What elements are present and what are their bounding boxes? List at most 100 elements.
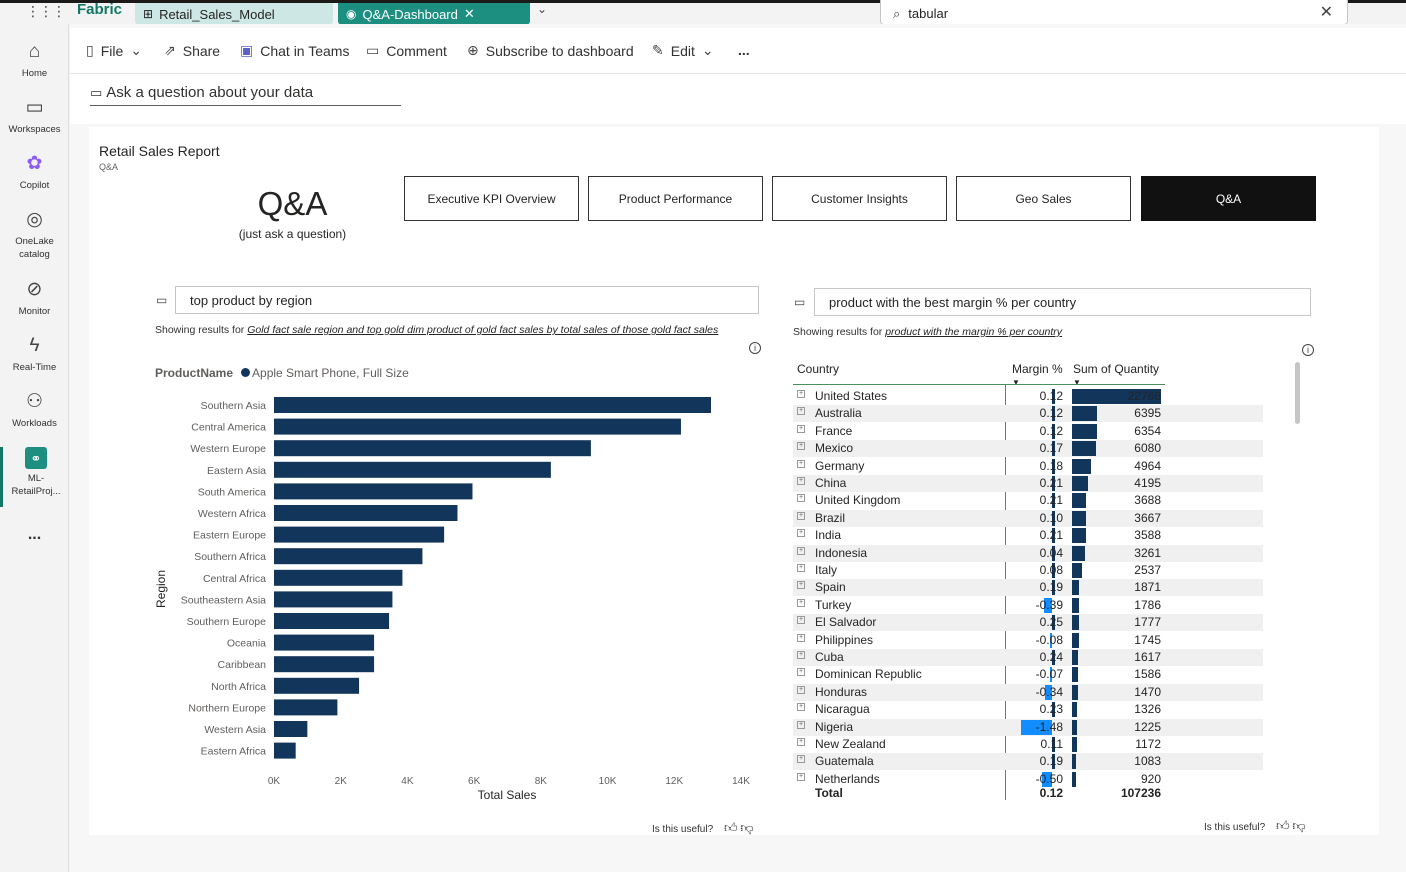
- nav-button-customer-insights[interactable]: Customer Insights: [772, 176, 947, 221]
- expand-icon[interactable]: +: [797, 598, 805, 607]
- expand-icon[interactable]: +: [797, 390, 805, 398]
- expand-icon[interactable]: +: [797, 581, 805, 590]
- bar[interactable]: [274, 677, 360, 694]
- table-row[interactable]: + China 0.21 4195: [793, 475, 1263, 492]
- bar[interactable]: [274, 591, 393, 608]
- nav-home[interactable]: ⌂ Home: [0, 40, 69, 80]
- table-row[interactable]: + Honduras -0.34 1470: [793, 683, 1263, 701]
- share-button[interactable]: ⇗ Share: [164, 42, 220, 59]
- info-icon[interactable]: i: [749, 342, 761, 354]
- thumbs-up-icon[interactable]: 👍︎: [1275, 818, 1290, 833]
- table-row[interactable]: + Indonesia 0.04 3261: [793, 544, 1263, 562]
- expand-icon[interactable]: +: [797, 477, 805, 485]
- expand-icon[interactable]: +: [797, 668, 805, 677]
- expand-icon[interactable]: +: [797, 424, 805, 433]
- table-row[interactable]: + New Zealand 0.11 1172: [793, 736, 1263, 753]
- ask-question-input[interactable]: ▭ Ask a question about your data: [90, 84, 401, 106]
- table-row[interactable]: + Spain 0.19 1871: [793, 579, 1263, 597]
- expand-icon[interactable]: +: [797, 685, 805, 694]
- file-menu[interactable]: ▯ File ⌄: [86, 42, 142, 59]
- bar[interactable]: [274, 483, 473, 500]
- nav-workloads[interactable]: ⚇ Workloads: [0, 390, 69, 430]
- comment-button[interactable]: ▭ Comment: [366, 42, 447, 59]
- table-row[interactable]: + France 0.12 6354: [793, 423, 1263, 440]
- chat-in-teams-button[interactable]: ▣ Chat in Teams: [240, 42, 349, 59]
- tab-retail-sales-model[interactable]: ⊞ Retail_Sales_Model: [135, 3, 333, 25]
- table-row[interactable]: + United States 0.12 22766: [793, 388, 1263, 405]
- more-options-button[interactable]: ...: [738, 42, 750, 58]
- expand-icon[interactable]: +: [797, 459, 805, 468]
- nav-button-qa[interactable]: Q&A: [1141, 176, 1316, 221]
- bar[interactable]: [274, 634, 375, 651]
- nav-ml-project[interactable]: ⚭ ML-RetailProj...: [0, 447, 69, 507]
- bar[interactable]: [274, 656, 375, 673]
- header-quantity[interactable]: Sum of Quantity: [1073, 362, 1160, 376]
- thumbs-down-icon[interactable]: 👎︎: [1292, 818, 1306, 833]
- table-row[interactable]: + Mexico 0.17 6080: [793, 440, 1263, 458]
- table-row[interactable]: + Brazil 0.10 3667: [793, 509, 1263, 527]
- app-launcher-icon[interactable]: ⋮⋮⋮: [26, 3, 66, 19]
- table-row[interactable]: + United Kingdom 0.21 3688: [793, 492, 1263, 509]
- expand-icon[interactable]: +: [797, 738, 805, 746]
- expand-icon[interactable]: +: [797, 772, 805, 781]
- table-row[interactable]: + Nigeria -1.48 1225: [793, 718, 1263, 736]
- bar[interactable]: [274, 569, 403, 586]
- tab-qa-dashboard[interactable]: ◉ Q&A-Dashboard ✕: [338, 3, 530, 25]
- header-country[interactable]: Country: [797, 362, 840, 376]
- expand-icon[interactable]: +: [797, 755, 805, 764]
- expand-icon[interactable]: +: [797, 616, 805, 625]
- bar[interactable]: [274, 548, 423, 565]
- bar[interactable]: [274, 742, 296, 759]
- left-question-input[interactable]: top product by region: [175, 286, 759, 314]
- more-icon[interactable]: ...: [27, 526, 42, 543]
- expand-icon[interactable]: +: [797, 633, 805, 642]
- nav-onelake[interactable]: ◎ OneLake catalog: [0, 208, 69, 261]
- left-showing-link[interactable]: Gold fact sale region and top gold dim p…: [247, 324, 719, 336]
- nav-realtime[interactable]: ϟ Real-Time: [0, 334, 69, 374]
- header-margin[interactable]: Margin %: [1012, 362, 1063, 376]
- table-row[interactable]: + Italy 0.08 2537: [793, 562, 1263, 579]
- expand-icon[interactable]: +: [797, 546, 805, 555]
- chevron-down-icon[interactable]: ⌄: [537, 2, 548, 16]
- bar[interactable]: [274, 440, 591, 457]
- edit-menu[interactable]: ✎ Edit ⌄: [652, 42, 714, 59]
- table-row[interactable]: + Netherlands -0.50 920: [793, 771, 1263, 788]
- expand-icon[interactable]: +: [797, 511, 805, 520]
- nav-copilot[interactable]: ✿ Copilot: [0, 152, 69, 192]
- search-input[interactable]: ⌕ tabular ✕: [880, 0, 1348, 25]
- bar[interactable]: [274, 526, 445, 543]
- bar[interactable]: [274, 699, 338, 716]
- bar[interactable]: [274, 721, 308, 737]
- table-scrollbar[interactable]: [1295, 362, 1300, 424]
- table-row[interactable]: + India 0.21 3588: [793, 527, 1263, 544]
- bar[interactable]: [274, 505, 458, 521]
- nav-button-geo-sales[interactable]: Geo Sales: [956, 176, 1131, 221]
- table-row[interactable]: + Germany 0.18 4964: [793, 458, 1263, 475]
- expand-icon[interactable]: +: [797, 407, 805, 416]
- expand-icon[interactable]: +: [797, 494, 805, 503]
- brand-name[interactable]: Fabric: [77, 1, 123, 18]
- nav-button-product-performance[interactable]: Product Performance: [588, 176, 763, 221]
- nav-monitor[interactable]: ⊘ Monitor: [0, 278, 69, 318]
- expand-icon[interactable]: +: [797, 529, 805, 538]
- table-row[interactable]: + Dominican Republic -0.07 1586: [793, 666, 1263, 683]
- table-row[interactable]: + Turkey -0.39 1786: [793, 597, 1263, 614]
- bar[interactable]: [274, 461, 551, 478]
- expand-icon[interactable]: +: [797, 651, 805, 659]
- table-row[interactable]: + Australia 0.12 6395: [793, 405, 1263, 423]
- expand-icon[interactable]: +: [797, 703, 805, 712]
- table-row[interactable]: + El Salvador 0.25 1777: [793, 614, 1263, 632]
- info-icon[interactable]: i: [1302, 344, 1314, 356]
- nav-workspaces[interactable]: ▭ Workspaces: [0, 96, 69, 136]
- table-row[interactable]: + Nicaragua 0.23 1326: [793, 701, 1263, 718]
- table-row[interactable]: + Guatemala 0.19 1083: [793, 753, 1263, 771]
- expand-icon[interactable]: +: [797, 564, 805, 572]
- bar[interactable]: [274, 613, 390, 629]
- subscribe-button[interactable]: ⊕ Subscribe to dashboard: [467, 42, 634, 59]
- right-question-input[interactable]: product with the best margin % per count…: [814, 288, 1311, 316]
- bar[interactable]: [274, 418, 681, 435]
- expand-icon[interactable]: +: [797, 442, 805, 451]
- close-tab-icon[interactable]: ✕: [463, 6, 475, 21]
- bar[interactable]: [274, 397, 711, 413]
- table-row[interactable]: + Philippines -0.08 1745: [793, 632, 1263, 649]
